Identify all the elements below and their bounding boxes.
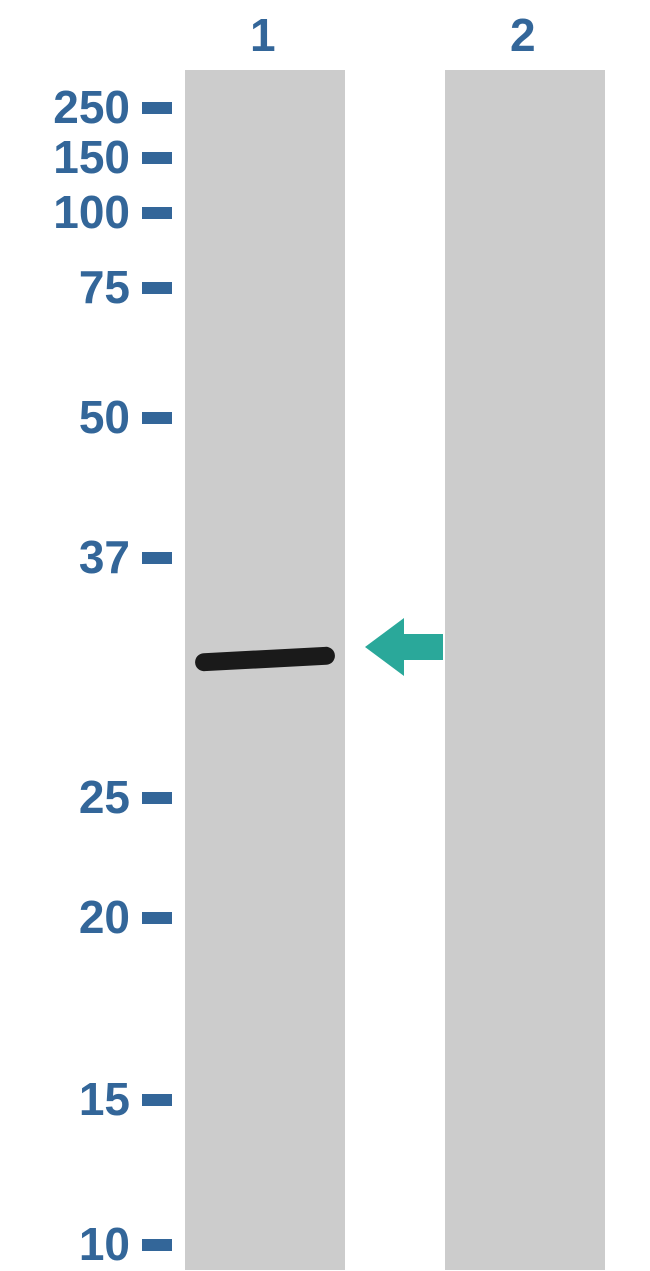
marker-tick-15 bbox=[142, 1094, 172, 1106]
blot-container: 1 2 250150100 75 50 37 25 20 15 10 bbox=[0, 0, 650, 1270]
marker-label-150: 150 bbox=[53, 130, 130, 184]
marker-tick-75 bbox=[142, 282, 172, 294]
lane-label-1: 1 bbox=[250, 8, 276, 62]
marker-label-75: 75 bbox=[79, 260, 130, 314]
marker-label-20: 20 bbox=[79, 890, 130, 944]
marker-tick-50 bbox=[142, 412, 172, 424]
indicator-arrow bbox=[365, 618, 443, 676]
marker-label-250: 250 bbox=[53, 80, 130, 134]
marker-label-25: 25 bbox=[79, 770, 130, 824]
marker-tick-10 bbox=[142, 1239, 172, 1251]
lane-label-2: 2 bbox=[510, 8, 536, 62]
marker-tick-37 bbox=[142, 552, 172, 564]
marker-label-50: 50 bbox=[79, 390, 130, 444]
marker-label-37: 37 bbox=[79, 530, 130, 584]
marker-label-100: 100 bbox=[53, 185, 130, 239]
lane-2 bbox=[445, 70, 605, 1270]
marker-label-10: 10 bbox=[79, 1217, 130, 1271]
marker-tick-150 bbox=[142, 152, 172, 164]
marker-label-15: 15 bbox=[79, 1072, 130, 1126]
marker-tick-20 bbox=[142, 912, 172, 924]
marker-tick-25 bbox=[142, 792, 172, 804]
marker-tick-250 bbox=[142, 102, 172, 114]
marker-tick-100 bbox=[142, 207, 172, 219]
